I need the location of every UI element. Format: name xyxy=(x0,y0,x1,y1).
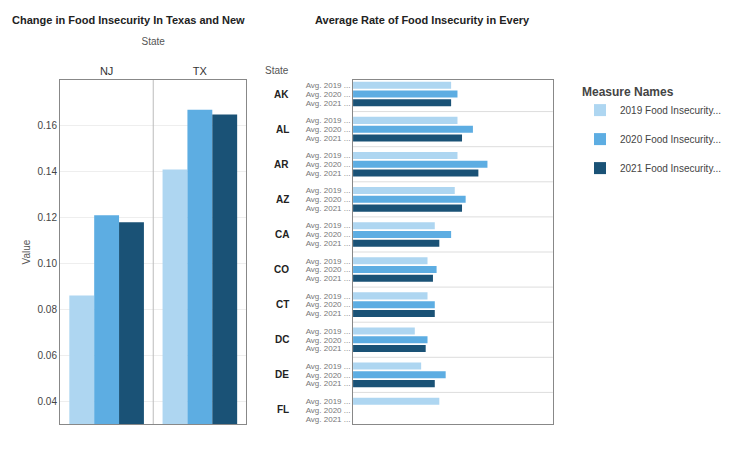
svg-text:Avg. 2020 ...: Avg. 2020 ... xyxy=(306,90,351,99)
svg-text:2021 Food Insecurity...: 2021 Food Insecurity... xyxy=(620,163,721,174)
svg-text:Change in Food Insecurity In T: Change in Food Insecurity In Texas and N… xyxy=(12,14,245,26)
svg-text:0.16: 0.16 xyxy=(38,120,58,131)
svg-text:Avg. 2020 ...: Avg. 2020 ... xyxy=(306,336,351,345)
svg-text:AR: AR xyxy=(274,159,289,170)
svg-text:TX: TX xyxy=(193,65,208,77)
svg-text:State: State xyxy=(265,65,289,76)
svg-text:NJ: NJ xyxy=(100,65,113,77)
svg-text:0.12: 0.12 xyxy=(38,212,58,223)
svg-text:Average Rate of Food Insecurit: Average Rate of Food Insecurity in Every xyxy=(315,14,530,26)
svg-text:Avg. 2020 ...: Avg. 2020 ... xyxy=(306,406,351,415)
svg-text:Avg. 2021 ...: Avg. 2021 ... xyxy=(306,274,351,283)
svg-text:Avg. 2019 ...: Avg. 2019 ... xyxy=(306,397,351,406)
svg-text:0.06: 0.06 xyxy=(38,350,58,361)
svg-text:AL: AL xyxy=(276,124,289,135)
svg-text:AK: AK xyxy=(274,89,289,100)
svg-text:Avg. 2020 ...: Avg. 2020 ... xyxy=(306,371,351,380)
svg-text:Avg. 2020 ...: Avg. 2020 ... xyxy=(306,265,351,274)
svg-text:Avg. 2021 ...: Avg. 2021 ... xyxy=(306,169,351,178)
svg-text:Avg. 2019 ...: Avg. 2019 ... xyxy=(306,221,351,230)
svg-text:Avg. 2021 ...: Avg. 2021 ... xyxy=(306,379,351,388)
svg-text:Avg. 2019 ...: Avg. 2019 ... xyxy=(306,257,351,266)
svg-text:FL: FL xyxy=(277,404,289,415)
svg-text:Avg. 2020 ...: Avg. 2020 ... xyxy=(306,195,351,204)
svg-text:0.08: 0.08 xyxy=(38,304,58,315)
svg-text:State: State xyxy=(142,36,166,47)
svg-text:Avg. 2020 ...: Avg. 2020 ... xyxy=(306,160,351,169)
svg-text:Avg. 2020 ...: Avg. 2020 ... xyxy=(306,125,351,134)
svg-text:CO: CO xyxy=(274,264,289,275)
svg-text:Avg. 2019 ...: Avg. 2019 ... xyxy=(306,81,351,90)
svg-text:Avg. 2020 ...: Avg. 2020 ... xyxy=(306,230,351,239)
svg-text:Avg. 2019 ...: Avg. 2019 ... xyxy=(306,186,351,195)
svg-text:Avg. 2021 ...: Avg. 2021 ... xyxy=(306,99,351,108)
svg-text:Avg. 2021 ...: Avg. 2021 ... xyxy=(306,415,351,424)
svg-text:2020 Food Insecurity...: 2020 Food Insecurity... xyxy=(620,134,721,145)
svg-text:Avg. 2021 ...: Avg. 2021 ... xyxy=(306,134,351,143)
svg-text:0.10: 0.10 xyxy=(38,258,58,269)
svg-text:Avg. 2019 ...: Avg. 2019 ... xyxy=(306,327,351,336)
svg-text:CT: CT xyxy=(276,299,289,310)
svg-text:Value: Value xyxy=(21,239,32,264)
svg-text:Avg. 2021 ...: Avg. 2021 ... xyxy=(306,239,351,248)
svg-text:Avg. 2021 ...: Avg. 2021 ... xyxy=(306,309,351,318)
svg-text:Avg. 2021 ...: Avg. 2021 ... xyxy=(306,344,351,353)
svg-text:Avg. 2019 ...: Avg. 2019 ... xyxy=(306,292,351,301)
svg-text:DC: DC xyxy=(275,334,289,345)
svg-text:Avg. 2020 ...: Avg. 2020 ... xyxy=(306,300,351,309)
svg-text:2019 Food Insecurity...: 2019 Food Insecurity... xyxy=(620,105,721,116)
svg-text:Measure Names: Measure Names xyxy=(582,85,674,99)
svg-text:AZ: AZ xyxy=(276,194,289,205)
svg-text:0.04: 0.04 xyxy=(38,396,58,407)
svg-text:CA: CA xyxy=(275,229,289,240)
svg-text:Avg. 2021 ...: Avg. 2021 ... xyxy=(306,204,351,213)
svg-text:Avg. 2019 ...: Avg. 2019 ... xyxy=(306,362,351,371)
svg-text:Avg. 2019 ...: Avg. 2019 ... xyxy=(306,116,351,125)
svg-text:0.14: 0.14 xyxy=(38,166,58,177)
svg-text:Avg. 2019 ...: Avg. 2019 ... xyxy=(306,151,351,160)
svg-text:DE: DE xyxy=(275,369,289,380)
